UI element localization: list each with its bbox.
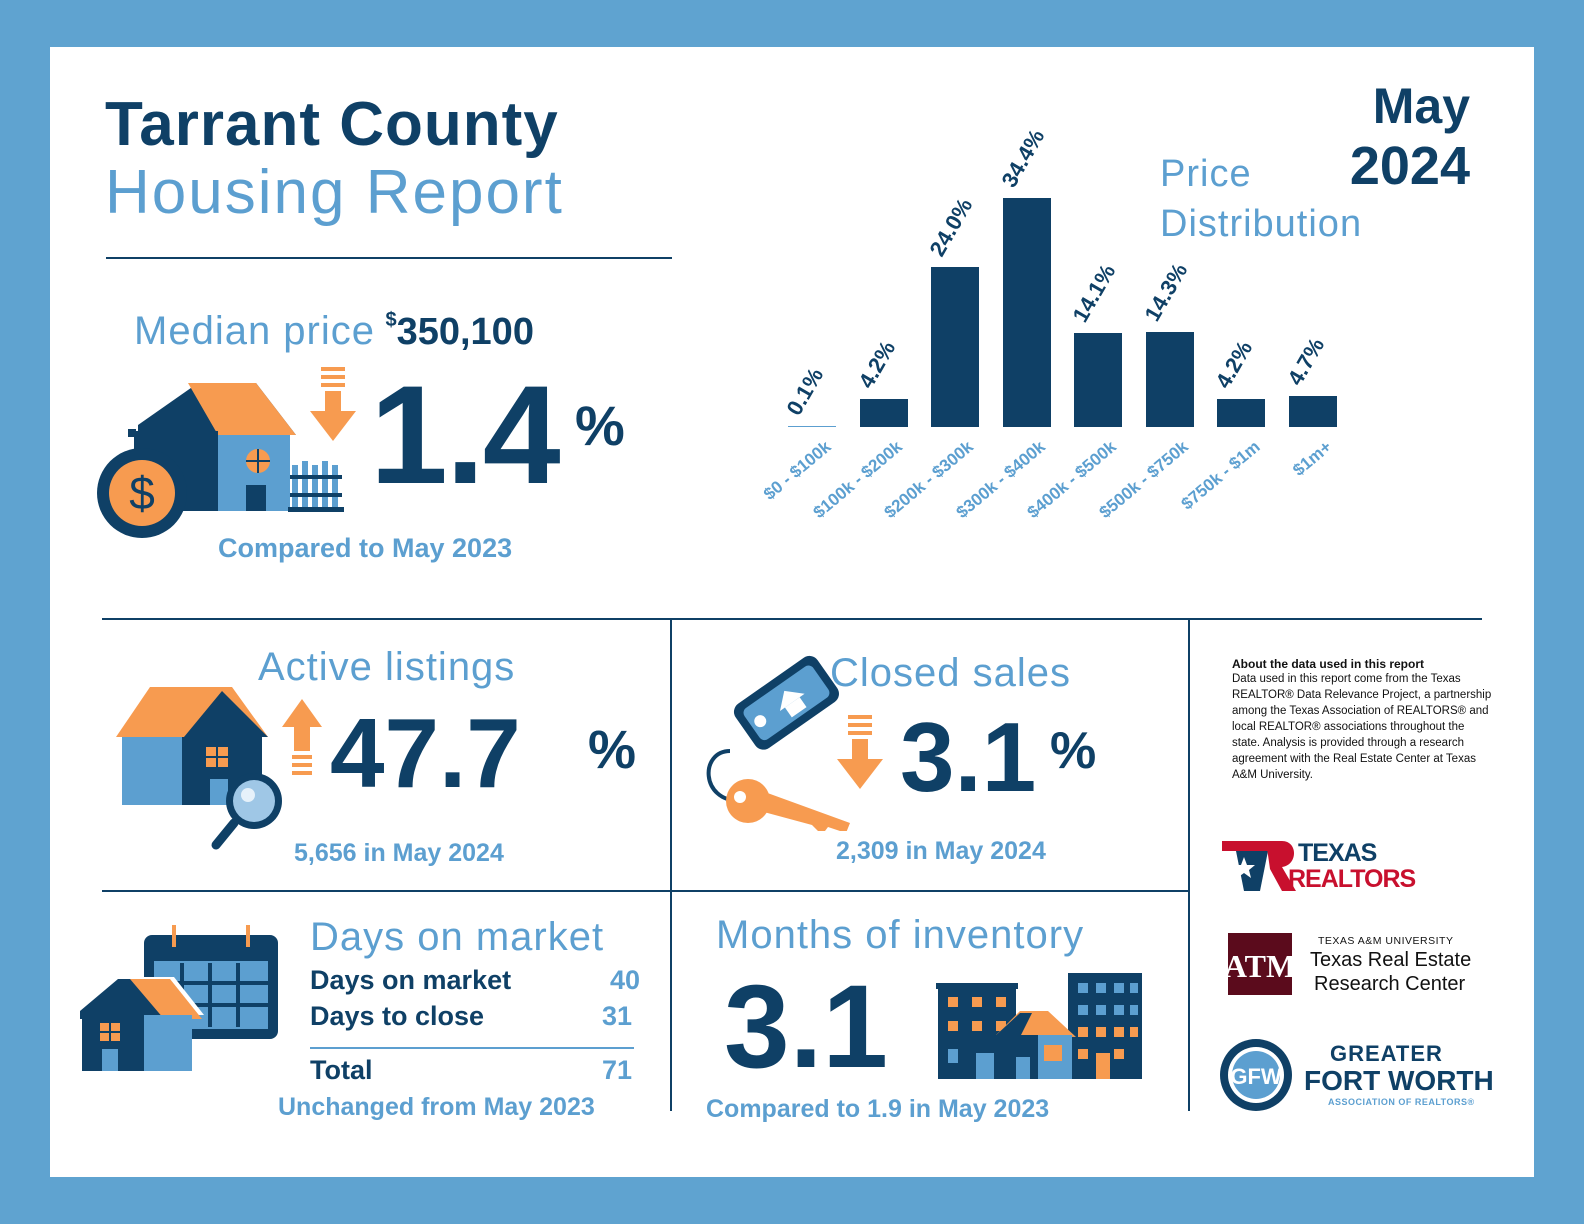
gfw-line3: ASSOCIATION OF REALTORS® — [1328, 1097, 1475, 1107]
about-title: About the data used in this report — [1232, 657, 1425, 671]
tamu-line3: Research Center — [1314, 973, 1466, 995]
median-change-value: 1.4 — [370, 356, 561, 513]
days-row-name: Days on market — [310, 965, 512, 995]
chart-data-label: 4.7% — [1281, 333, 1329, 390]
section-divider-top — [102, 618, 1482, 620]
page-title: Tarrant County — [105, 90, 559, 159]
chart-bar — [788, 426, 836, 427]
buildings-icon — [936, 973, 1146, 1084]
inventory-compare: Compared to 1.9 in May 2023 — [706, 1095, 1050, 1123]
svg-text:$: $ — [129, 467, 155, 519]
house-search-icon — [112, 685, 292, 865]
chart-bar — [931, 267, 979, 427]
closed-sub: 2,309 in May 2024 — [836, 837, 1046, 865]
days-row: Days on market 40 — [310, 965, 640, 1001]
days-compare: Unchanged from May 2023 — [278, 1093, 595, 1121]
days-on-market-label: Days on market — [310, 915, 605, 959]
chart-title-line1: Price — [1160, 153, 1252, 195]
gfw-line2: FORT WORTH — [1304, 1065, 1494, 1096]
report-month: May — [1372, 78, 1470, 134]
house-money-icon: $ — [96, 377, 346, 552]
active-change-value: 47.7 — [330, 698, 521, 808]
median-price-line: Median price $350,100 — [134, 309, 534, 354]
median-compare: Compared to May 2023 — [218, 533, 513, 563]
days-total-value: 71 — [601, 1055, 632, 1085]
chart-bar — [859, 399, 908, 427]
tamu-line1: TEXAS A&M UNIVERSITY — [1318, 935, 1454, 947]
svg-text:ATM: ATM — [1228, 948, 1292, 984]
texas-realtors-line1: TEXAS — [1298, 839, 1377, 867]
header-divider — [106, 257, 672, 259]
section-divider-middle — [102, 890, 1190, 892]
active-listings-label: Active listings — [258, 645, 516, 689]
chart-data-label: 24.0% — [924, 194, 978, 261]
days-row-name: Days to close — [310, 1001, 485, 1031]
median-change-unit: % — [575, 394, 625, 457]
chart-bar — [1217, 399, 1265, 427]
tamu-seal: ATM — [1224, 933, 1296, 995]
price-distribution-chart: 0.1% $0 - $100k 4.2% $100k - $200k 24.0% $200… — [750, 125, 1337, 577]
closed-sales-label: Closed sales — [830, 651, 1072, 695]
chart-data-label: 14.1% — [1067, 260, 1121, 327]
median-price-label: Median price — [134, 309, 376, 353]
months-of-inventory-label: Months of inventory — [716, 913, 1085, 957]
median-down-arrow-icon — [308, 367, 358, 448]
report-year: 2024 — [1349, 136, 1470, 196]
chart-bar — [1145, 331, 1194, 427]
key-tag-icon — [700, 651, 875, 836]
inventory-value: 3.1 — [724, 961, 889, 1093]
about-body: Data used in this report come from the T… — [1232, 673, 1492, 781]
closed-change-unit: % — [1050, 722, 1097, 780]
chart-bar — [1074, 333, 1122, 427]
column-divider-left — [670, 619, 672, 1111]
days-row-value: 31 — [601, 1001, 632, 1031]
gfw-line1: GREATER — [1330, 1041, 1443, 1066]
chart-data-label: 34.4% — [995, 124, 1049, 192]
days-total-row: Total 71 — [310, 1055, 640, 1095]
gfw-logo: GFW GREATER FORT WORTH ASSOCIATION OF RE… — [1218, 1037, 1494, 1113]
chart-data-label: 14.3% — [1138, 258, 1192, 326]
about-block: About the data used in this report Data … — [1232, 657, 1494, 783]
median-price-value: 350,100 — [396, 311, 534, 353]
report-card: Tarrant County Housing Report May 2024 M… — [50, 47, 1534, 1177]
active-change-unit: % — [588, 720, 637, 780]
days-row-value: 40 — [609, 965, 640, 995]
chart-title-line2: Distribution — [1160, 203, 1363, 245]
page-subtitle: Housing Report — [105, 158, 564, 227]
svg-text:GFW: GFW — [1230, 1064, 1282, 1089]
days-total-divider — [310, 1047, 634, 1049]
median-price-currency: $ — [385, 309, 397, 331]
chart-data-label: 4.2% — [1210, 336, 1258, 393]
active-up-arrow-icon — [282, 699, 322, 780]
closed-change-value: 3.1 — [900, 702, 1037, 812]
active-sub: 5,656 in May 2024 — [294, 839, 504, 867]
days-total-name: Total — [310, 1055, 373, 1085]
tamu-logo: ATM TEXAS A&M UNIVERSITY Texas Real Esta… — [1224, 929, 1488, 999]
chart-category-label: $1m+ — [1288, 437, 1335, 480]
column-divider-right — [1188, 619, 1190, 1111]
closed-down-arrow-icon — [836, 715, 884, 796]
chart-data-label: 4.2% — [852, 336, 900, 393]
days-table: Days on market 40 Days to close 31 Total… — [310, 965, 640, 1095]
chart-data-label: 0.1% — [781, 363, 829, 420]
chart-bar — [1002, 198, 1051, 427]
days-row: Days to close 31 — [310, 1001, 640, 1037]
tamu-line2: Texas Real Estate — [1310, 949, 1472, 971]
chart-bar — [1288, 395, 1337, 427]
texas-realtors-logo: TEXAS REALTORS — [1222, 839, 1452, 895]
calendar-house-icon — [78, 923, 288, 1078]
texas-realtors-line2: REALTORS — [1288, 865, 1416, 893]
